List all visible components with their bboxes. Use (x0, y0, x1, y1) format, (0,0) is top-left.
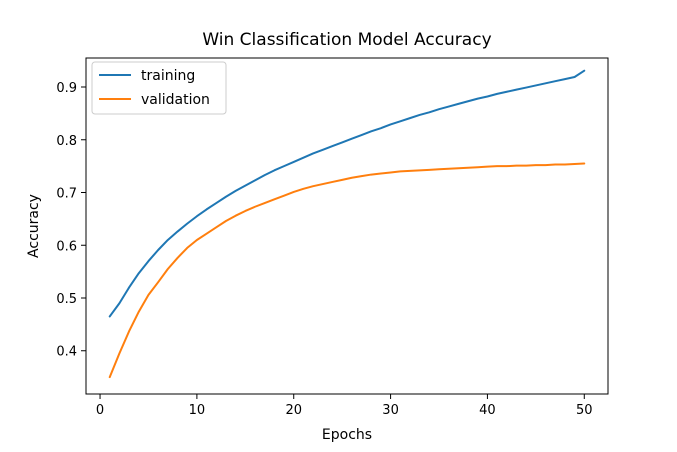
y-tick-label: 0.5 (56, 292, 77, 307)
x-tick-label: 10 (189, 403, 206, 418)
chart-title: Win Classification Model Accuracy (202, 30, 491, 50)
y-axis-ticks: 0.4 0.5 0.6 0.7 0.8 0.9 (56, 81, 86, 360)
y-tick-label: 0.4 (56, 345, 77, 360)
series-line-validation (108, 162, 586, 379)
series-layer (108, 69, 586, 379)
y-tick-label: 0.9 (56, 81, 77, 96)
y-tick-label: 0.6 (56, 239, 77, 254)
x-tick-label: 20 (285, 403, 302, 418)
legend: training validation (91, 61, 227, 115)
x-axis-label: Epochs (322, 427, 372, 443)
y-tick-label: 0.7 (56, 187, 77, 202)
plot-frame (85, 57, 609, 395)
x-tick-label: 30 (382, 403, 399, 418)
x-axis-ticks: 0 10 20 30 40 50 (96, 394, 593, 418)
y-axis-label: Accuracy (26, 194, 42, 258)
legend-label-training: training (141, 68, 195, 84)
plot-area: 0 10 20 30 40 50 0.4 0.5 0.6 0.7 0.8 0.9 (56, 57, 609, 418)
x-tick-label: 40 (479, 403, 496, 418)
x-tick-label: 50 (576, 403, 593, 418)
x-tick-label: 0 (96, 403, 104, 418)
y-tick-label: 0.8 (56, 134, 77, 149)
legend-label-validation: validation (141, 92, 210, 108)
series-line-training (108, 69, 586, 318)
